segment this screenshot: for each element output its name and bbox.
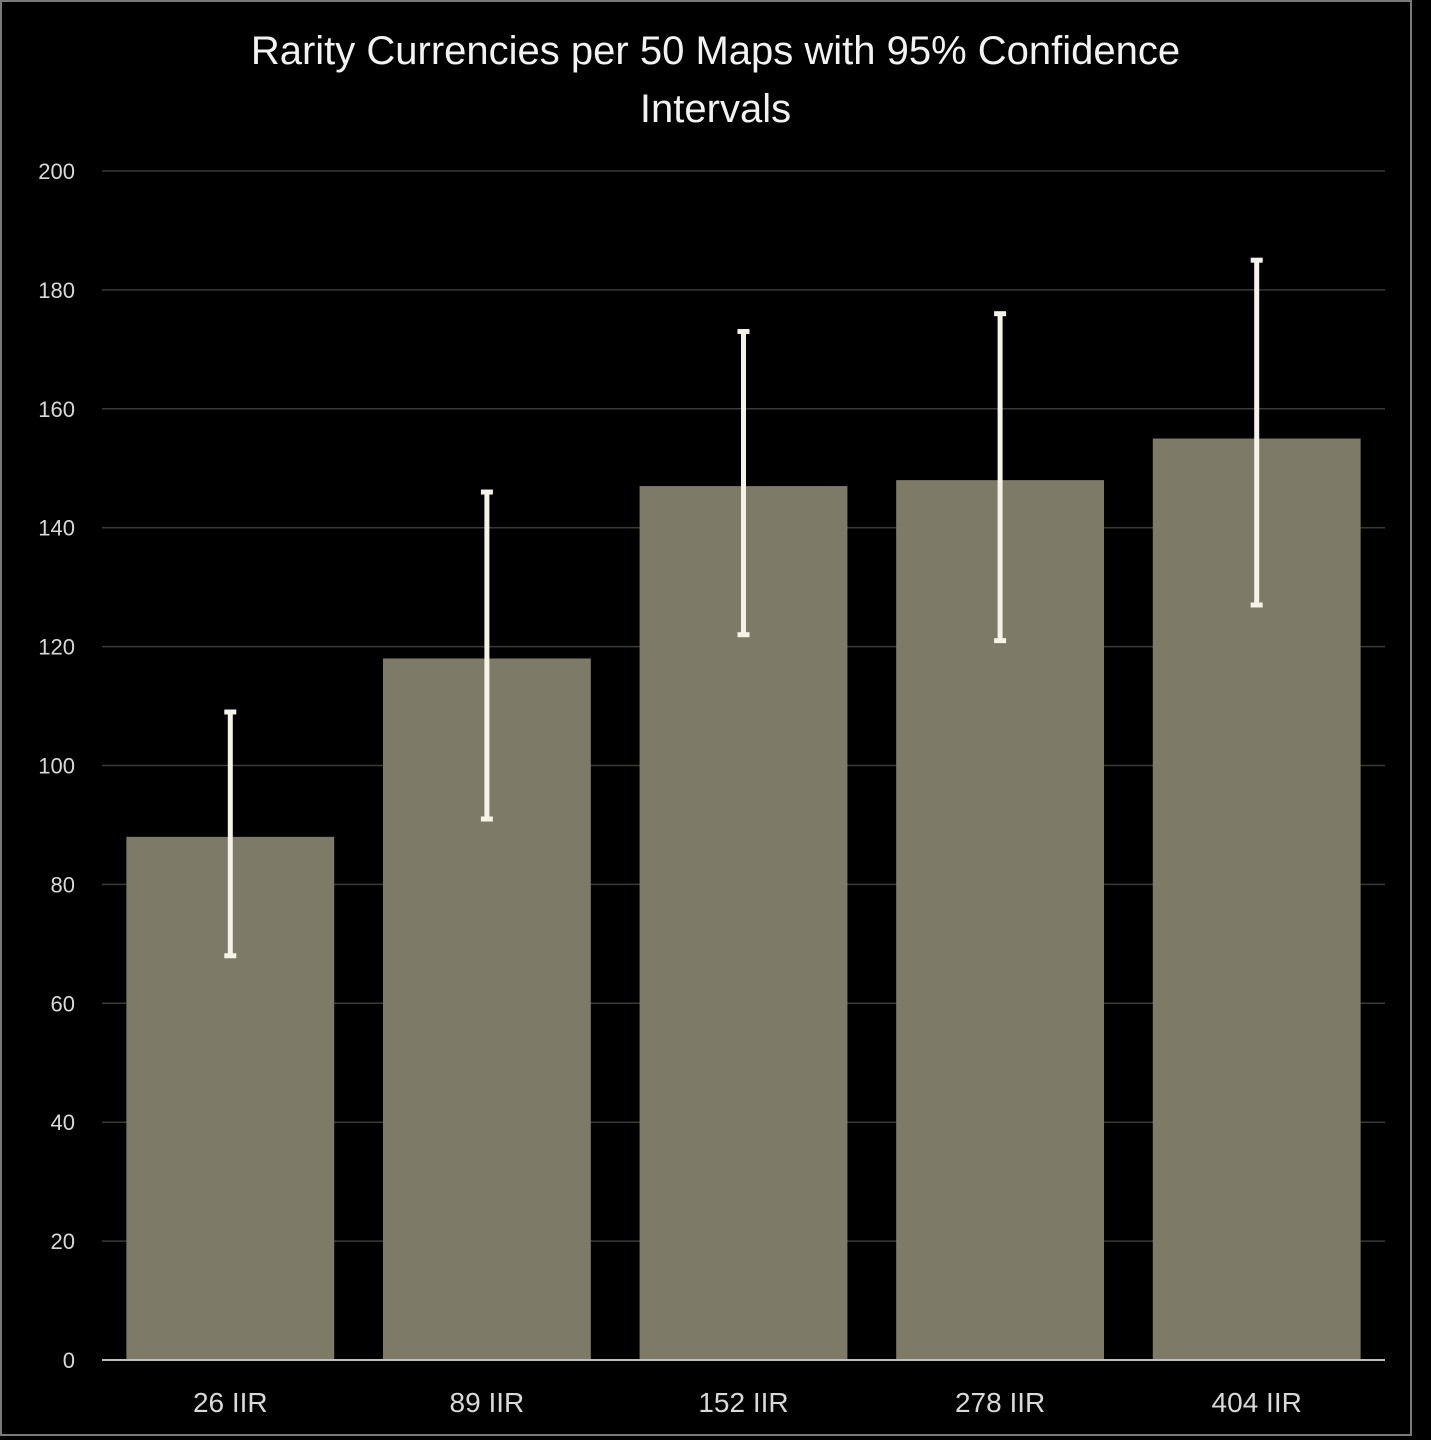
- y-tick-label: 100: [38, 754, 75, 779]
- chart-title: Rarity Currencies per 50 Maps with 95% C…: [0, 22, 1431, 138]
- y-tick-label: 200: [38, 159, 75, 184]
- y-tick-label: 0: [63, 1348, 75, 1373]
- x-tick-label: 152 IIR: [698, 1387, 788, 1418]
- y-tick-label: 160: [38, 397, 75, 422]
- labels: 0 20 40 60 80 100 120 140 160 180 200 26 IIR 89 IIR 1…: [38, 159, 1302, 1418]
- x-tick-label: 278 IIR: [955, 1387, 1045, 1418]
- chart-title-line-1: Rarity Currencies per 50 Maps with 95% C…: [250, 29, 1181, 73]
- y-tick-label: 40: [51, 1110, 75, 1135]
- x-tick-label: 404 IIR: [1212, 1387, 1302, 1418]
- x-tick-label: 89 IIR: [450, 1387, 525, 1418]
- chart-title-line-2: Intervals: [639, 87, 792, 131]
- y-tick-label: 60: [51, 991, 75, 1016]
- y-tick-label: 120: [38, 635, 75, 660]
- x-tick-label: 26 IIR: [193, 1387, 268, 1418]
- y-tick-label: 180: [38, 278, 75, 303]
- y-tick-label: 20: [51, 1229, 75, 1254]
- y-tick-label: 80: [51, 872, 75, 897]
- error-bars: [224, 257, 1263, 959]
- y-tick-label: 140: [38, 516, 75, 541]
